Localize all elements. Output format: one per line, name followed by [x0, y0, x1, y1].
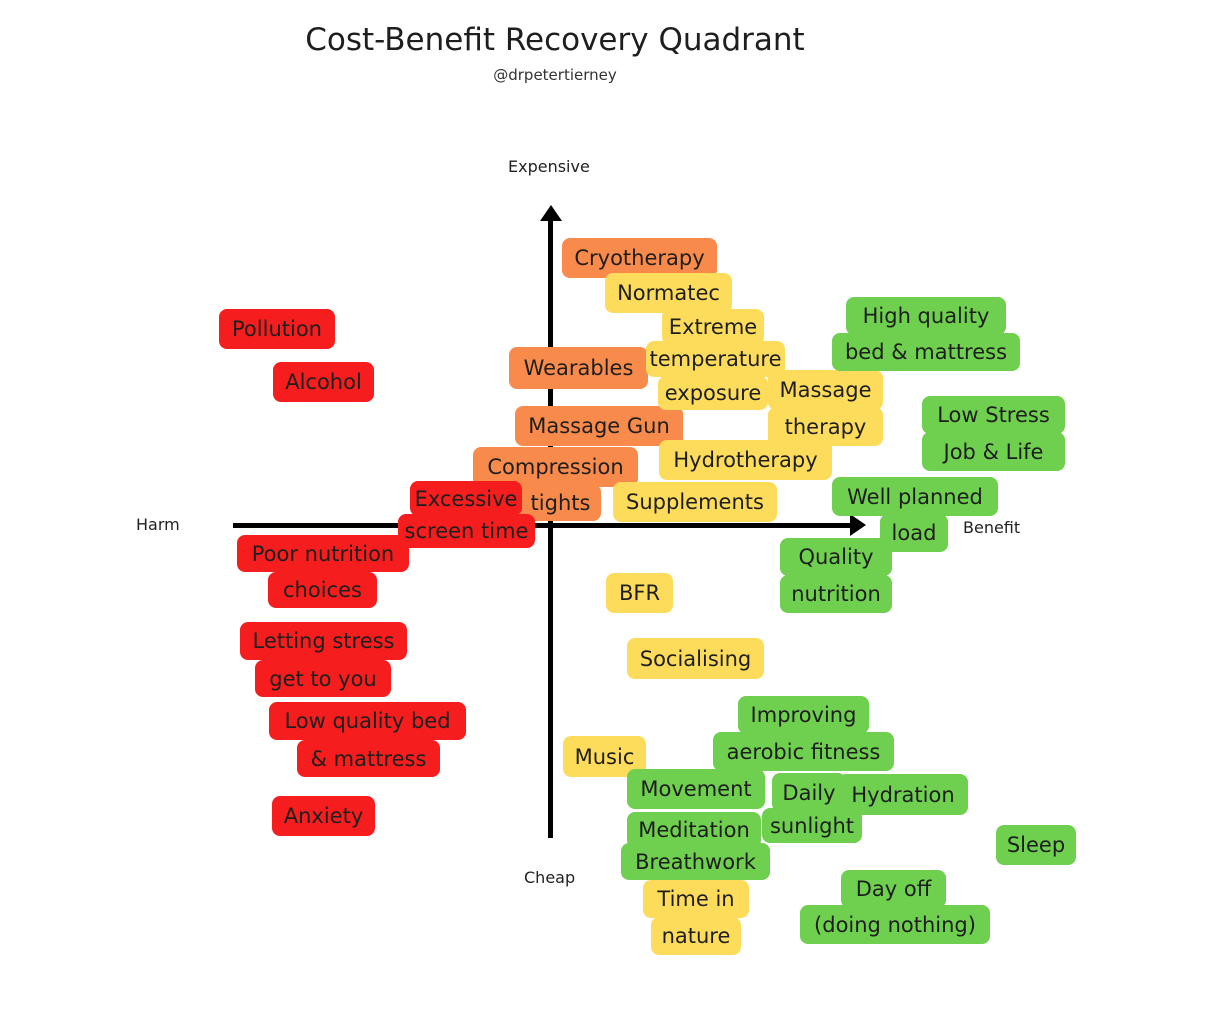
item-label-orange: tights — [520, 484, 601, 521]
item-label-red: Letting stress — [240, 622, 407, 660]
item-label-green: Improving — [738, 696, 869, 734]
item-label-green: Day off — [841, 870, 946, 908]
item-label-red: get to you — [255, 660, 391, 697]
item-label-green: bed & mattress — [832, 333, 1020, 371]
item-label-orange: Massage Gun — [515, 406, 683, 446]
benefit-axis — [233, 523, 855, 528]
item-label-green: Low Stress — [922, 396, 1065, 434]
item-label-green: Meditation — [627, 812, 761, 848]
author-handle: @drpetertierney — [493, 66, 617, 84]
item-label-yellow: nature — [651, 917, 741, 955]
item-label-yellow: temperature — [646, 341, 785, 377]
item-label-red: Alcohol — [273, 362, 374, 402]
item-label-yellow: Normatec — [605, 273, 732, 313]
item-label-green: (doing nothing) — [800, 905, 990, 944]
item-label-yellow: exposure — [658, 376, 768, 410]
item-label-yellow: BFR — [606, 573, 673, 613]
item-label-yellow: Extreme — [662, 309, 764, 345]
item-label-yellow: Socialising — [627, 638, 764, 679]
item-label-green: High quality — [846, 297, 1006, 335]
item-label-red: Low quality bed — [269, 702, 466, 740]
item-label-red: Excessive — [410, 481, 522, 516]
item-label-red: Poor nutrition — [237, 535, 409, 572]
arrow-right-icon — [850, 514, 866, 536]
item-label-green: Hydration — [838, 774, 968, 815]
arrow-up-icon — [540, 205, 562, 221]
item-label-red: screen time — [398, 514, 535, 548]
item-label-green: Job & Life — [922, 432, 1065, 471]
item-label-green: Quality — [780, 538, 892, 576]
item-label-yellow: Supplements — [613, 482, 777, 522]
item-label-green: aerobic fitness — [713, 732, 894, 771]
item-label-green: Breathwork — [621, 843, 770, 880]
item-label-yellow: Massage — [768, 370, 883, 410]
axis-label-expensive: Expensive — [508, 157, 590, 176]
item-label-orange: Cryotherapy — [562, 238, 717, 278]
item-label-green: Movement — [627, 769, 765, 809]
item-label-yellow: therapy — [768, 407, 883, 446]
item-label-green: Sleep — [996, 825, 1076, 865]
axis-label-benefit: Benefit — [963, 518, 1021, 537]
chart-title: Cost-Benefit Recovery Quadrant — [305, 22, 805, 58]
item-label-red: Anxiety — [272, 796, 375, 836]
axis-label-harm: Harm — [136, 515, 180, 534]
item-label-red: choices — [268, 572, 377, 608]
item-label-orange: Wearables — [509, 347, 648, 389]
item-label-yellow: Hydrotherapy — [659, 440, 832, 480]
item-label-yellow: Time in — [643, 880, 749, 918]
item-label-red: Pollution — [219, 309, 335, 349]
item-label-orange: Compression — [473, 447, 638, 487]
item-label-green: nutrition — [780, 575, 892, 613]
axis-label-cheap: Cheap — [524, 868, 576, 887]
item-label-red: & mattress — [297, 740, 440, 777]
item-label-green: Daily — [772, 773, 846, 812]
item-label-green: sunlight — [762, 808, 862, 843]
item-label-green: Well planned — [832, 477, 998, 516]
